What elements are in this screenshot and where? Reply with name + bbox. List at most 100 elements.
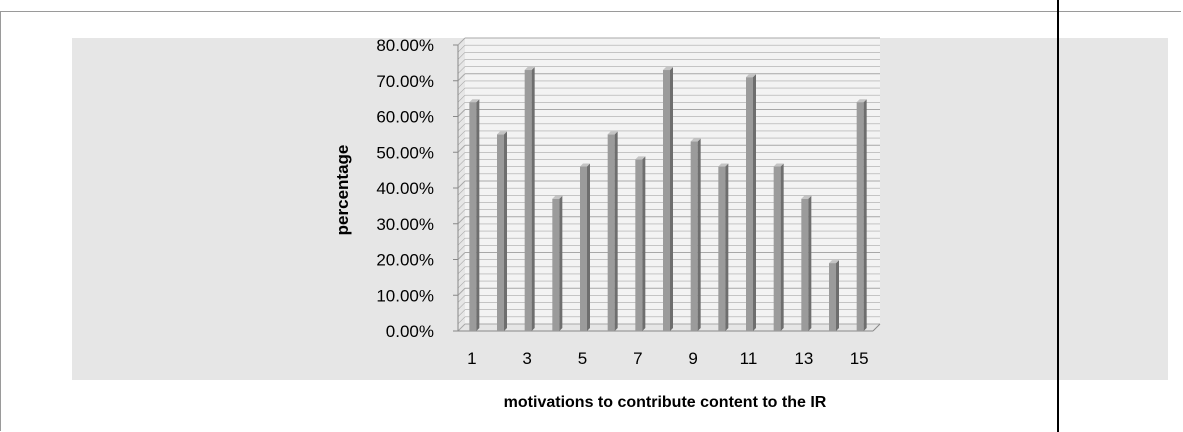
bar-front [469,102,477,331]
bar [497,131,507,331]
bar-top [690,138,701,142]
gridline-slant [457,37,466,46]
gridline-slant [457,80,466,89]
x-axis-ticks: 1 3 5 7 9 11 13 15 [467,349,869,368]
gridline-slant [457,266,466,275]
bar [829,260,839,331]
y-tick-label: 30.00% [376,215,434,234]
x-tick-label: 13 [794,349,813,368]
bar-front [746,77,753,331]
bar-top [801,195,812,199]
bar-front [690,141,698,331]
bar-side [753,74,756,332]
gridline-slant [457,202,466,210]
bar [746,74,756,332]
y-tick-label: 20.00% [376,251,434,270]
bar [469,99,480,331]
bar-side [670,67,673,332]
y-tick-label: 40.00% [376,179,434,198]
bar-top [856,99,867,103]
bar-side [863,99,867,331]
gridline-slant [457,309,466,317]
bar [635,156,646,331]
bar [524,67,535,332]
bar-top [497,131,507,135]
gridline-slant [457,123,466,132]
bar-front [580,166,587,331]
x-axis-depth-line [872,323,881,332]
gridline-slant [457,245,466,253]
x-tick-label: 5 [578,349,587,368]
bar [690,138,701,331]
gridline-slant [457,209,466,217]
bar-front [773,166,781,331]
gridline-slant [457,94,466,103]
bar-front [552,198,560,331]
gridline-slant [457,137,466,146]
bar-side [808,195,812,331]
gridline-slant [457,102,466,110]
bar-top [524,67,535,71]
bar-side [531,67,535,332]
gridline-slant [457,116,466,124]
gridline-slant [457,323,466,332]
bar-top [663,67,673,71]
bar-front [635,159,643,331]
x-tick-label: 9 [688,349,697,368]
gridline-slant [457,223,466,232]
gridline-slant [457,252,466,260]
bar-side [836,260,839,331]
y-tick-label: 70.00% [376,72,434,91]
gridline-slant [457,273,466,282]
bar-side [697,138,701,331]
gridline-slant [457,195,466,203]
bar [773,163,784,331]
bar [801,195,812,331]
bar-top [580,163,590,167]
bar-side [642,156,646,331]
bar-front [801,198,809,331]
bar-front [856,102,864,331]
gridline-slant [457,259,466,267]
bar-top [718,163,729,167]
gridline-slant [457,159,466,167]
x-tick-label: 1 [467,349,476,368]
gridline-slant [457,144,466,153]
bar-side [780,163,784,331]
bar-front [524,70,532,332]
bar-side [476,99,480,331]
page-divider-line [1057,0,1059,432]
bar-side [559,195,563,331]
bar-front [829,263,836,331]
gridline-slant [457,280,466,289]
x-axis-label: motivations to contribute content to the… [504,394,827,411]
gridline-slant [457,295,466,303]
bar [856,99,867,331]
gridline-slant [457,44,466,53]
bars [469,67,867,332]
y-tick-label: 60.00% [376,108,434,127]
x-tick-label: 11 [740,349,758,368]
gridline-slant [457,287,466,296]
bar-top [773,163,784,167]
bar-top [635,156,646,160]
gridline-slant [457,130,466,139]
bar-front [663,70,670,332]
bar-side [504,131,507,331]
gridline-slant [457,109,466,117]
gridline-slant [457,73,466,82]
gridline-slant [457,166,466,174]
bar-front [607,134,615,331]
gridline-slant [457,152,466,160]
y-axis-ticks: 0.00% 10.00% 20.00% 30.00% 40.00% 50.00% 60.00… [376,36,458,341]
gridline-slant [457,52,466,60]
bar [580,163,590,331]
x-tick-label: 7 [633,349,642,368]
bar [718,163,729,331]
gridline-slant [457,180,466,189]
gridline-slant [457,237,466,246]
gridline-slant [457,87,466,96]
y-tick-label: 80.00% [376,36,434,55]
gridline-slant [457,187,466,196]
